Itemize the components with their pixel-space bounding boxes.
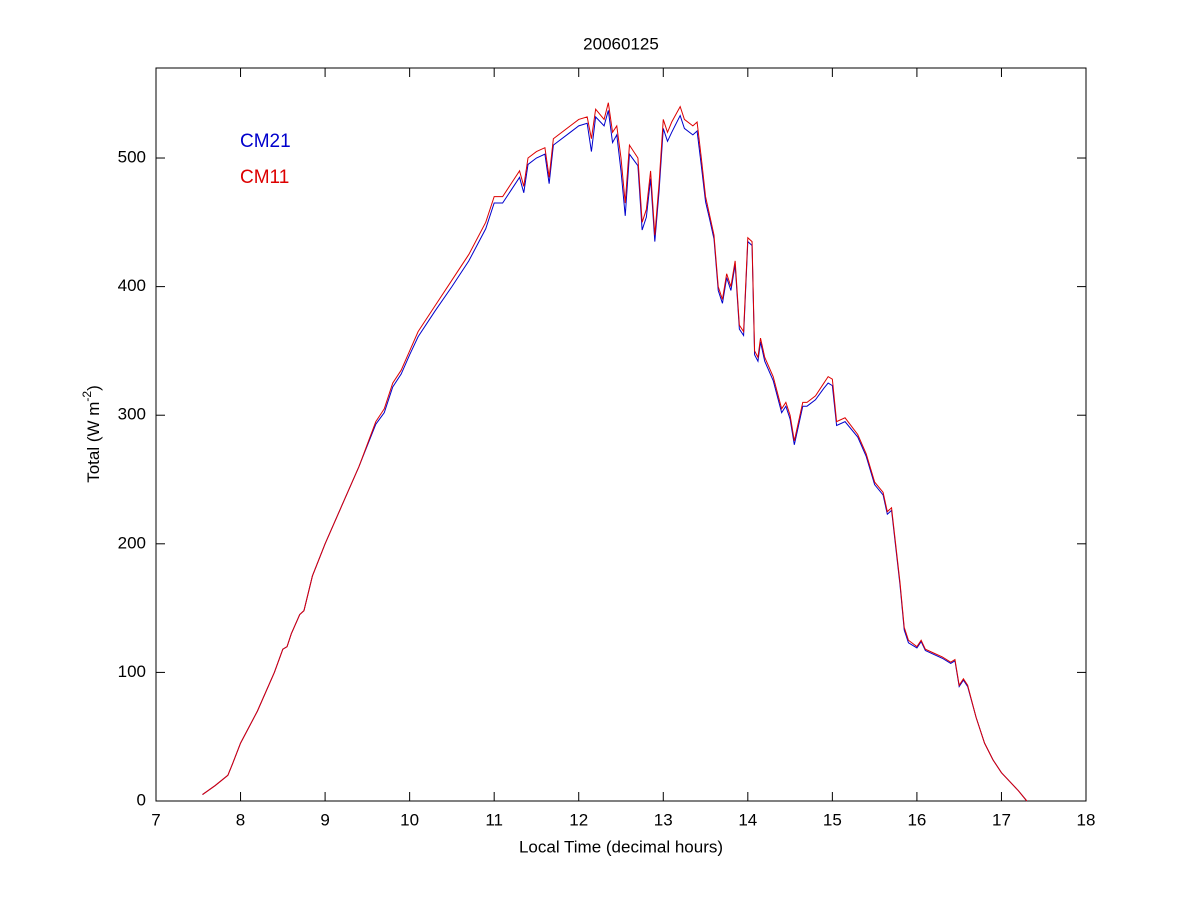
plot-frame [155,67,1087,802]
x-tick-label: 16 [907,810,926,829]
x-tick-label: 15 [823,810,842,829]
y-axis-label-part: ) [84,385,103,391]
y-axis-label: Total (W m-2) [80,385,103,483]
x-tick-label: 12 [569,810,588,829]
x-tick-label: 18 [1077,810,1096,829]
y-tick-label: 400 [118,276,146,295]
x-tick-label: 8 [236,810,245,829]
y-axis-label-sup: -2 [80,391,94,402]
x-tick-label: 7 [151,810,160,829]
x-tick-label: 14 [738,810,757,829]
legend-label: CM21 [240,131,291,152]
chart-title: 20060125 [583,34,659,53]
y-tick-label: 300 [118,405,146,424]
x-axis-label: Local Time (decimal hours) [519,837,723,856]
x-tick-label: 11 [485,810,503,829]
x-tick-label: 17 [992,810,1011,829]
y-tick-label: 500 [118,148,146,167]
legend-label: CM11 [240,167,289,188]
y-axis-label-part: Total (W m [84,402,103,483]
series-line [202,102,1028,802]
x-tick-label: 10 [400,810,419,829]
x-tick-label: 13 [654,810,673,829]
x-tick-label: 9 [320,810,329,829]
y-tick-label: 100 [118,662,146,681]
y-tick-label: 200 [118,533,146,552]
y-tick-label: 0 [137,790,146,809]
